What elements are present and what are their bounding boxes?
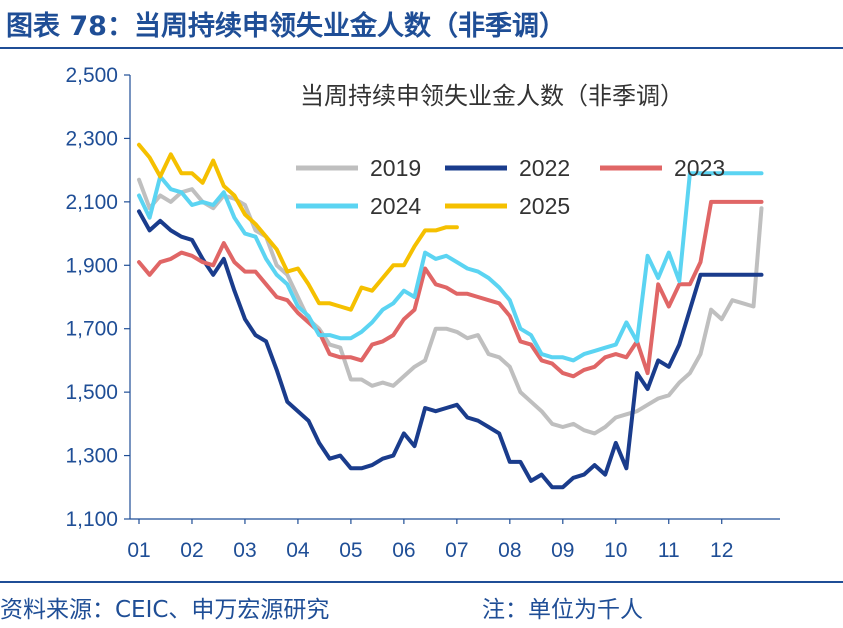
legend-item-2023: 2023 — [600, 155, 725, 181]
footer: 资料来源：CEIC、申万宏源研究 注：单位为千人 — [0, 590, 843, 624]
legend-label: 2022 — [519, 155, 570, 181]
legend: 2019 2022 2023 2024 2025 — [296, 155, 725, 219]
x-tick-label: 04 — [286, 539, 310, 562]
y-tick-label: 1,100 — [65, 508, 118, 531]
series-line-2025 — [137, 142, 459, 312]
x-tick-label: 05 — [339, 539, 362, 562]
figure-title: 图表 78：当周持续申领失业金人数（非季调） — [6, 11, 566, 42]
unit-note: 注：单位为千人 — [482, 597, 643, 623]
y-tick-label: 1,700 — [65, 318, 118, 341]
y-tick-label: 1,900 — [65, 254, 118, 277]
x-tick-label: 09 — [551, 539, 574, 562]
y-axis: 1,100 1,300 1,500 1,700 1,900 2,100 2,300 2,500 — [65, 64, 131, 531]
x-tick-label: 06 — [392, 539, 415, 562]
x-tick-label: 01 — [127, 539, 150, 562]
x-tick-label: 07 — [445, 539, 468, 562]
legend-label: 2025 — [519, 193, 570, 219]
series-line-2019 — [137, 177, 764, 436]
y-tick-label: 2,100 — [65, 191, 118, 214]
series-lines — [137, 142, 764, 490]
legend-label: 2023 — [674, 155, 725, 181]
legend-item-2019: 2019 — [296, 155, 421, 181]
x-tick-label: 10 — [604, 539, 627, 562]
x-tick-label: 08 — [498, 539, 521, 562]
legend-item-2022: 2022 — [445, 155, 570, 181]
x-tick-label: 03 — [233, 539, 256, 562]
header-divider — [0, 47, 843, 49]
footer-divider — [0, 581, 843, 583]
x-tick-label: 11 — [658, 539, 680, 562]
legend-item-2024: 2024 — [296, 193, 421, 219]
source-text: 资料来源：CEIC、申万宏源研究 — [0, 597, 330, 623]
series-line-2024 — [137, 171, 764, 363]
x-tick-label: 12 — [710, 539, 733, 562]
x-tick-label: 02 — [180, 539, 203, 562]
chart-title: 当周持续申领失业金人数（非季调） — [300, 82, 684, 110]
y-tick-label: 1,300 — [65, 445, 118, 468]
legend-label: 2019 — [370, 155, 421, 181]
y-tick-label: 1,500 — [65, 381, 118, 404]
x-axis: 01 02 03 04 05 06 07 08 09 10 11 12 — [127, 518, 780, 562]
y-tick-label: 2,500 — [65, 64, 118, 87]
series-line-2023 — [137, 199, 764, 379]
y-tick-label: 2,300 — [65, 127, 118, 150]
legend-label: 2024 — [370, 193, 421, 219]
legend-item-2025: 2025 — [445, 193, 570, 219]
line-chart: 1,100 1,300 1,500 1,700 1,900 2,100 2,300 2,500… — [65, 64, 780, 562]
series-line-2022 — [137, 209, 764, 490]
